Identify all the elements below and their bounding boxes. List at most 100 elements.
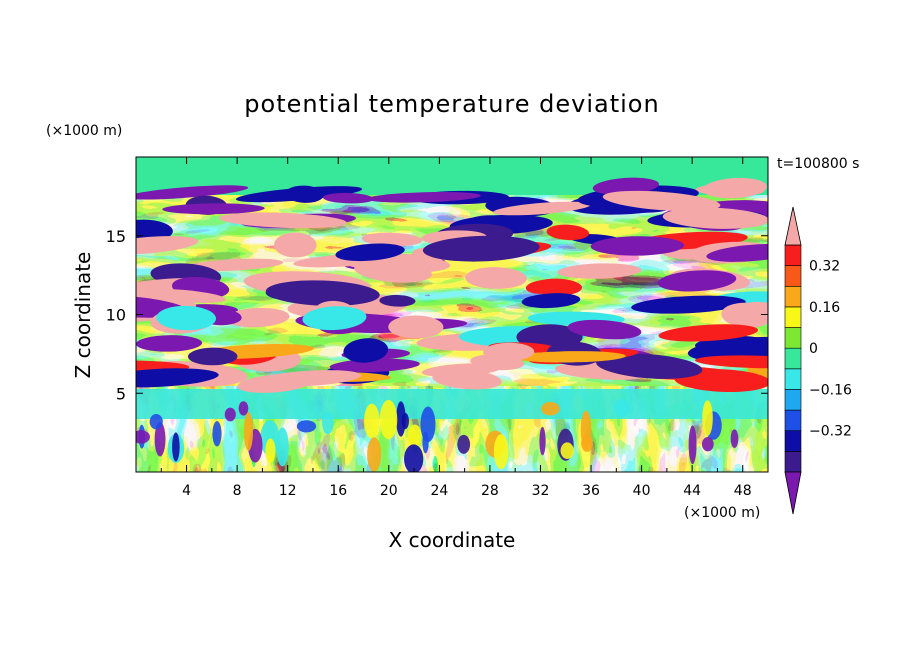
colorbar-label: 0.16 [809,300,840,316]
colorbar-over-arrow [784,206,802,246]
y-tick-label: 15 [106,227,126,246]
contour-blob [687,336,768,363]
contour-blob [567,319,642,340]
plume-blob [581,434,593,452]
x-tick-label: 8 [233,483,242,499]
plume-blob [493,434,509,470]
contour-blob [225,307,290,328]
contour-blob [136,335,203,352]
contour-blob [596,353,703,379]
contour-blob [265,280,380,306]
x-tick-label: 24 [430,483,448,499]
plume-blob [730,429,739,448]
x-tick-label: 4 [182,483,191,499]
contour-blob [695,184,765,197]
y-tick-label: 10 [106,306,126,325]
time-label: t=100800 s [777,156,859,172]
plume-blob [541,401,560,416]
contour-blob [514,351,626,363]
colorbar-swatch [784,327,802,349]
x-tick-label: 40 [633,483,651,499]
colorbar-label: 0.32 [809,259,840,275]
contour-blob [521,293,581,309]
contour-blob [343,338,389,363]
contour-blobs [136,177,768,472]
plume-blob [701,437,714,452]
contour-blob [136,295,188,318]
x-tick-label: 36 [582,483,600,499]
plume-blob [154,421,166,457]
contour-blob [273,232,317,258]
contour-blob [162,203,265,215]
contour-blob [657,270,737,292]
plume-blob [401,412,409,430]
contour-blob [546,224,590,241]
x-axis: 4 8 12 16 20 24 28 32 36 40 44 48 [160,157,752,499]
contour-blob [662,207,768,229]
contour-blob [422,235,540,262]
plume-blob [212,421,222,447]
plume-blob [422,431,429,454]
plume-blob [404,444,424,472]
plume-blob [172,432,180,462]
x-tick-label: 20 [380,483,398,499]
y-tick-label: 5 [116,384,126,403]
colorbar-swatch [784,306,802,328]
contour-blob [329,358,420,373]
colorbar: 0.32 0.16 0 −0.16 −0.32 [784,206,852,515]
plume-blob [560,442,574,459]
contour-blob [483,342,535,362]
colorbar-label: −0.16 [809,382,852,398]
colorbar-swatch [784,389,802,411]
contour-blob [590,236,685,256]
colorbar-swatch [784,430,802,452]
x-tick-label: 48 [734,483,752,499]
contour-blob [674,369,768,392]
contour-blob [302,306,367,331]
colorbar-label: 0 [809,341,818,357]
contour-blob [361,232,423,247]
colorbar-swatch [784,347,802,370]
y-unit-label: (×1000 m) [46,123,122,139]
contour-blob [366,191,481,203]
plume-blob [224,407,236,422]
contour-blob [136,236,199,255]
plume-blob [136,430,150,444]
contour-blob [592,177,659,195]
colorbar-swatch [784,244,802,266]
contour-blob [256,370,362,387]
plume-blob [322,411,334,435]
contour-blob [493,201,591,216]
contour-blob [285,185,324,203]
plume-blob [457,434,471,454]
x-tick-label: 12 [279,483,297,499]
plume-blob [688,425,697,465]
colorbar-label: −0.32 [809,424,852,440]
contour-blob [721,302,768,328]
contour-blob [631,295,746,314]
plume-blob [539,426,546,456]
contour-blob [694,355,768,369]
contour-blob [658,324,759,342]
contour-blob [557,263,642,279]
colorbar-swatch [784,451,802,473]
plume-blob [149,414,163,430]
chart-title: potential temperature deviation [244,90,659,118]
contour-blob [140,288,226,303]
plume-blob [265,438,276,463]
contour-blob [602,190,721,212]
plume-blob [243,412,253,451]
contour-blob [156,305,216,331]
contour-blob [136,368,219,388]
contour-blob [531,278,583,296]
contour-blob [136,185,249,200]
y-axis: 5 10 15 [106,227,768,403]
plume-blob [238,401,249,416]
plume-blob [276,427,289,467]
plume-blob [367,437,382,472]
colorbar-swatch [784,368,802,390]
colorbar-under-arrow [784,471,802,515]
plot-area [136,157,768,472]
x-tick-label: 44 [683,483,701,499]
y-axis-label: Z coordinate [71,252,95,379]
